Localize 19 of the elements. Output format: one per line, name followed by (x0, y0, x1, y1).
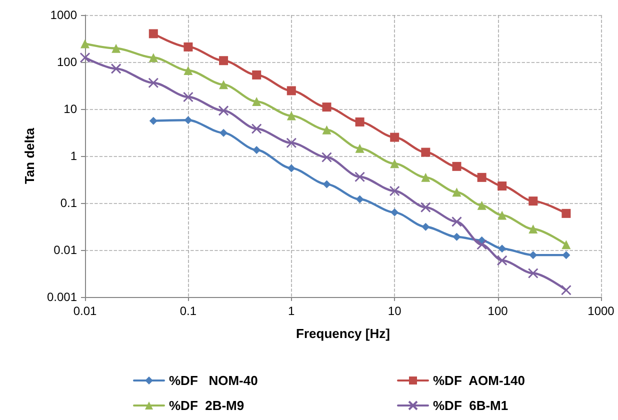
x-axis-title: Frequency [Hz] (296, 326, 390, 341)
y-axis-title: Tan delta (22, 127, 38, 184)
y-tick-label: 0.1 (60, 196, 78, 210)
x-tick-label: 0.01 (73, 304, 97, 318)
y-tick-label: 10 (64, 102, 78, 116)
legend-label: %DF 6B-M1 (433, 398, 508, 413)
x-tick-label: 10 (388, 304, 402, 318)
x-tick-label: 1 (288, 304, 296, 318)
x-tick-label: 100 (488, 304, 508, 318)
y-tick-label: 100 (56, 55, 78, 69)
y-tick-label: 0.001 (46, 290, 78, 304)
x-tick-label: 0.1 (180, 304, 197, 318)
legend-label: %DF 2B-M9 (169, 398, 244, 413)
y-tick-label: 0.01 (54, 243, 78, 257)
y-tick-label: 1000 (50, 8, 78, 22)
legend-label: %DF NOM-40 (169, 373, 258, 388)
x-tick-label: 1000 (588, 304, 615, 318)
y-tick-label: 1 (70, 149, 78, 163)
legend-label: %DF AOM-140 (433, 373, 525, 388)
